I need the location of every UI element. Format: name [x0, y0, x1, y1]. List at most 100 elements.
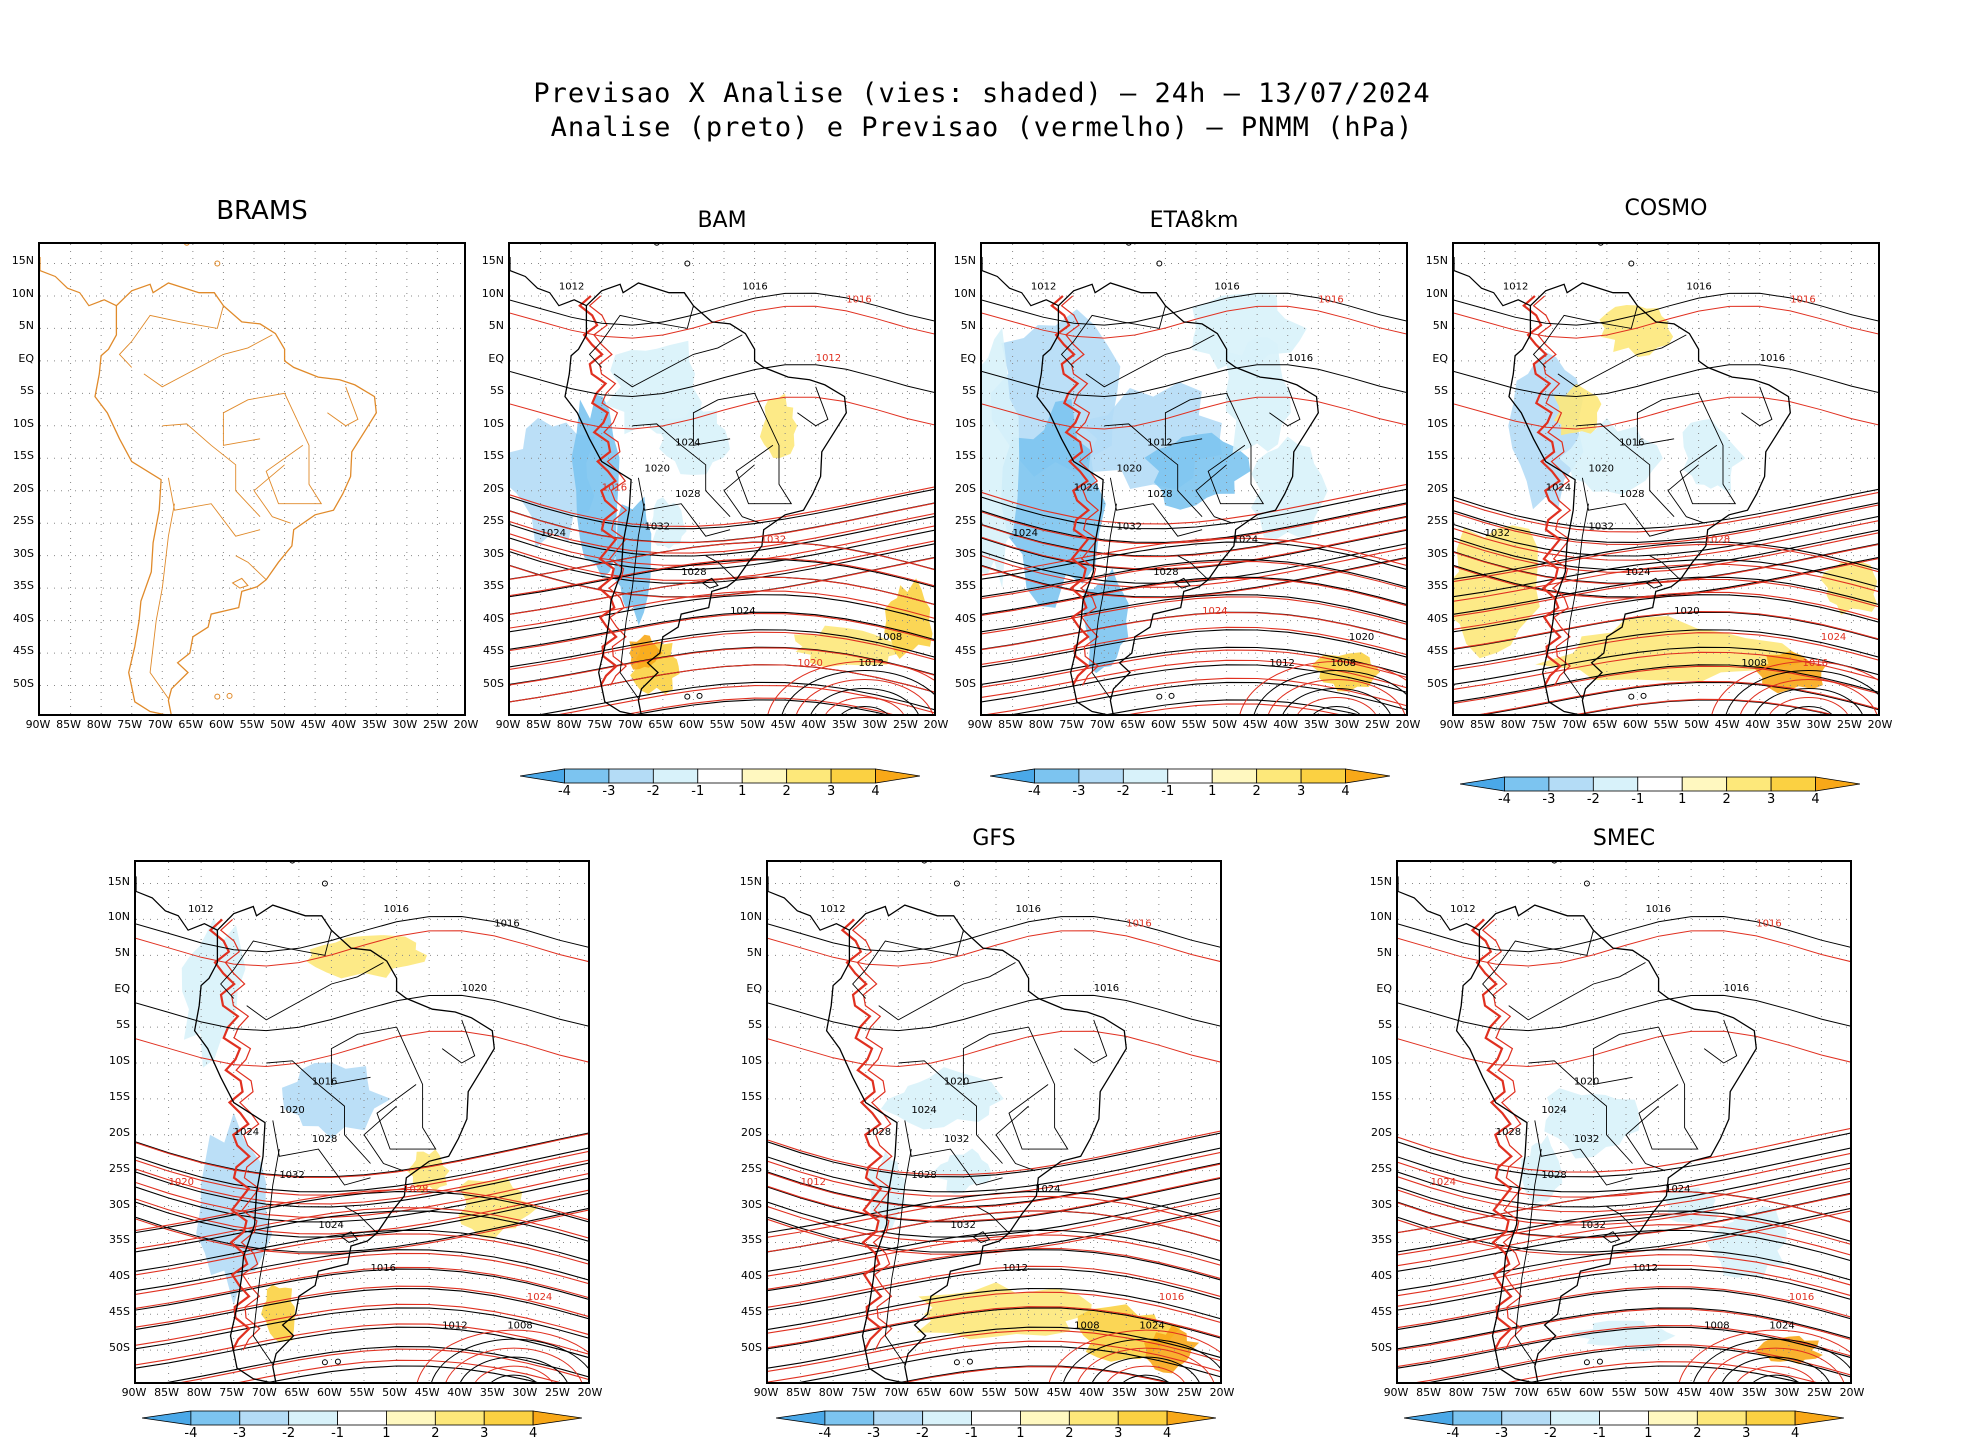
colorbar-swatch: [1648, 1410, 1698, 1426]
country-borders: [1532, 305, 1773, 699]
colorbar-swatch: [1068, 1410, 1119, 1426]
lat-tick-label: EQ: [18, 351, 34, 365]
contour-label: 1008: [1331, 658, 1356, 669]
lon-tick-label: 20W: [1839, 1386, 1865, 1399]
lat-tick-label: 10N: [107, 910, 130, 924]
lat-tick-label: 35S: [13, 579, 34, 593]
colorbar-label: 3: [1766, 792, 1776, 807]
lon-tick-label: 50W: [740, 718, 765, 731]
coastline: [510, 244, 847, 714]
colorbar-label: -1: [1593, 1426, 1607, 1441]
country-borders: [1060, 305, 1301, 699]
lon-tick-label: 60W: [316, 1386, 342, 1399]
colorbar-label: 1: [1208, 784, 1217, 799]
contour-label: 1012: [1633, 1263, 1658, 1274]
contour-label: 1028: [1619, 489, 1644, 500]
lat-tick-label: 15S: [13, 449, 34, 463]
lon-tick-label: 35W: [361, 718, 387, 731]
contour-label: 1028: [312, 1134, 337, 1145]
colorbar-smec: [1403, 1410, 1845, 1430]
country-borders: [852, 930, 1108, 1365]
contour-label: 1024: [318, 1220, 343, 1231]
isobars: [1454, 292, 1878, 687]
colorbar-eta: [989, 768, 1391, 788]
lat-tick-label: 45S: [13, 644, 34, 658]
lat-tick-label: 10S: [13, 416, 34, 430]
lon-tick-label: 20W: [1395, 718, 1421, 731]
lon-tick-label: 75W: [851, 1386, 877, 1399]
colorbar-label: -2: [1586, 792, 1600, 807]
lon-tick-label: 70W: [1089, 718, 1115, 731]
colorbar-label: 1: [738, 784, 747, 799]
colorbar-swatch: [1403, 1410, 1454, 1426]
lat-tick-label: 10N: [481, 286, 504, 300]
colorbar-swatch: [239, 1410, 290, 1426]
lat-tick-label: EQ: [960, 351, 976, 365]
lat-tick-label: 40S: [741, 1269, 762, 1283]
contour-label: 1012: [1503, 281, 1528, 292]
lon-tick-label: 65W: [648, 718, 674, 731]
contour-label: 1028: [1153, 567, 1178, 578]
lon-tick-label: 55W: [1611, 1386, 1637, 1399]
lat-tick-label: 15N: [1369, 874, 1392, 888]
isobars: [1398, 915, 1850, 1351]
lon-tick-label: 75W: [1531, 718, 1557, 731]
lon-tick-label: 35W: [479, 1386, 505, 1399]
lon-tick-label: 30W: [1806, 718, 1832, 731]
lon-tick-label: 30W: [1144, 1386, 1170, 1399]
lon-tick-label: 35W: [1303, 718, 1329, 731]
colorbar-label: -1: [1631, 792, 1645, 807]
lon-tick-label: 90W: [495, 718, 521, 731]
lon-tick-label: 55W: [239, 718, 265, 731]
lon-tick-label: 40W: [1745, 718, 1771, 731]
lon-tick-label: 70W: [147, 718, 173, 731]
contour-label: 1028: [911, 1170, 936, 1181]
lat-tick-label: 40S: [955, 611, 976, 625]
lat-tick-label: 30S: [13, 546, 34, 560]
contour-label: 1020: [279, 1105, 304, 1116]
colorbar-swatch: [1256, 768, 1302, 784]
lon-tick-label: 60W: [678, 718, 704, 731]
lat-tick-label: 5S: [490, 384, 504, 398]
contour-label: 1016: [1619, 437, 1644, 448]
lon-tick-label: 70W: [251, 1386, 277, 1399]
contour-label: 1024: [730, 606, 755, 617]
lat-tick-label: 15N: [107, 874, 130, 888]
lon-tick-label: 90W: [753, 1386, 779, 1399]
contour-label: 1016: [1094, 983, 1119, 994]
contour-label: 1016: [312, 1077, 337, 1088]
contour-label: 1016: [371, 1263, 396, 1274]
lon-tick-label: 85W: [154, 1386, 179, 1399]
lon-tick-label: 80W: [1448, 1386, 1474, 1399]
contour-label: 1008: [1741, 658, 1766, 669]
lon-tick-label: 60W: [208, 718, 234, 731]
contour-label: 1024: [1233, 535, 1258, 546]
lat-tick-label: 10N: [1425, 286, 1448, 300]
colorbar-swatch: [1345, 768, 1391, 784]
colorbar-label: 2: [1252, 784, 1261, 799]
contour-label: 1028: [866, 1127, 891, 1138]
lat-tick-label: 5S: [20, 384, 34, 398]
lat-tick-label: 15S: [483, 449, 504, 463]
panel-title-eta: ETA8km: [1149, 208, 1239, 233]
lon-tick-label: 25W: [1806, 1386, 1832, 1399]
figure-title-line2: Analise (preto) e Previsao (vermelho) — …: [550, 112, 1414, 143]
colorbar-swatch: [775, 1410, 826, 1426]
lon-tick-label: 65W: [1592, 718, 1618, 731]
colorbar-label: 4: [1811, 792, 1820, 807]
contour-label: 1020: [1674, 606, 1699, 617]
lon-tick-label: 25W: [1364, 718, 1390, 731]
lat-tick-label: 15S: [1427, 449, 1448, 463]
lat-tick-label: 30S: [1371, 1197, 1392, 1211]
colorbar-label: 1: [1016, 1426, 1025, 1441]
colorbar-swatch: [1637, 776, 1683, 792]
lat-tick-label: 10S: [741, 1053, 762, 1067]
lon-tick-label: 35W: [1741, 1386, 1767, 1399]
contour-label: 1016: [1318, 294, 1343, 305]
lat-tick-label: EQ: [746, 982, 762, 996]
colorbar-label: 4: [871, 784, 880, 799]
contour-label: 1032: [279, 1170, 304, 1181]
contour-label: 1012: [859, 658, 884, 669]
colorbar-label: 3: [1742, 1426, 1751, 1441]
lat-tick-label: 15S: [109, 1089, 130, 1103]
